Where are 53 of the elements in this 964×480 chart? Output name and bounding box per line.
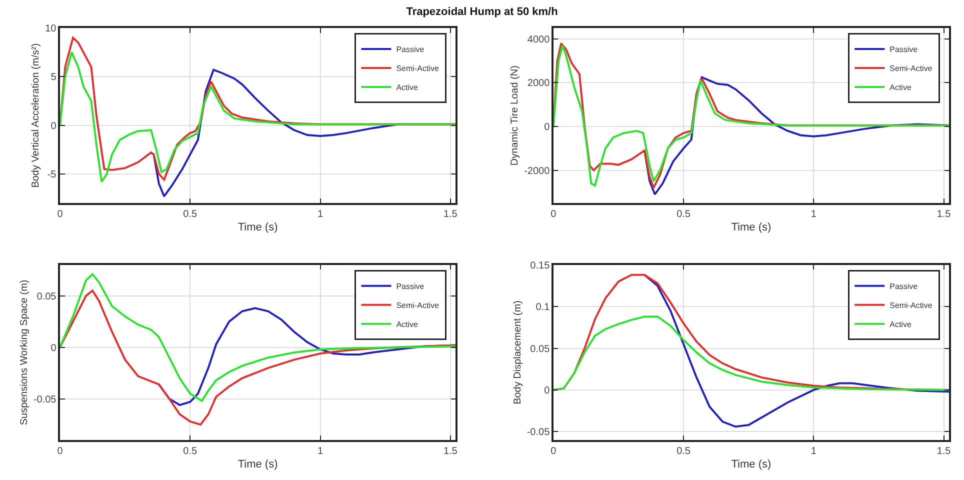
x-tick-label: 1.5: [936, 208, 952, 220]
y-axis-title: Body Vertical Acceleration (m/s²): [30, 43, 42, 188]
y-tick-label: 10: [45, 24, 57, 34]
line-series: [643, 274, 949, 428]
y-axis-title: Dynamic Tire Load (N): [510, 66, 521, 166]
legend-label: Active: [396, 83, 419, 92]
y-tick-label: -2000: [524, 166, 550, 177]
y-axis-title: Body Displacement (m): [512, 300, 524, 404]
x-tick-label: 1: [810, 208, 817, 220]
y-tick-label: -0.05: [33, 394, 57, 406]
legend-label: Passive: [396, 282, 425, 291]
legend-label: Active: [890, 320, 912, 329]
y-tick-label: 2000: [527, 78, 550, 90]
line-series: [553, 316, 949, 391]
x-tick-label: 0.5: [676, 208, 691, 220]
x-axis-title: Time (s): [731, 222, 772, 234]
x-tick-label: 1.5: [443, 208, 458, 220]
y-tick-label: 0.15: [530, 260, 550, 272]
x-tick-label: 1.5: [443, 446, 458, 457]
legend-label: Passive: [890, 45, 918, 54]
text: Trapezoidal Hump at 50 km/h: [406, 6, 558, 18]
line-series: [60, 290, 456, 426]
y-tick-label: 0: [50, 120, 57, 132]
legend-label: Passive: [396, 45, 425, 54]
x-tick-label: 1.5: [936, 446, 952, 457]
legend-label: Semi-Active: [396, 64, 440, 74]
y-tick-label: 0: [544, 122, 550, 133]
x-axis-title: Time (s): [731, 458, 772, 470]
legend-label: Semi-Active: [890, 64, 933, 74]
x-tick-label: 1: [317, 446, 324, 457]
x-tick-label: 1: [317, 208, 324, 220]
y-axis-title: Suspensions Working Space (m): [18, 280, 30, 426]
y-tick-label: 0.05: [36, 291, 57, 302]
legend-label: Semi-Active: [396, 300, 440, 310]
x-tick-label: 0.5: [676, 446, 691, 457]
y-tick-label: 4000: [527, 34, 550, 46]
legend-label: Passive: [890, 282, 918, 291]
y-tick-label: 0.05: [530, 344, 550, 355]
y-tick-label: -5: [47, 169, 57, 180]
x-tick-label: 0.5: [183, 208, 198, 220]
legend-label: Active: [396, 320, 419, 329]
line-series: [60, 273, 456, 402]
x-tick-label: 1: [810, 446, 817, 457]
y-tick-label: 5: [50, 72, 57, 84]
y-tick-label: 0.1: [536, 302, 550, 314]
y-tick-label: 0: [50, 342, 57, 354]
y-tick-label: 0: [544, 385, 550, 396]
legend-label: Semi-Active: [890, 300, 933, 310]
x-tick-label: 0.5: [183, 446, 198, 457]
x-axis-title: Time (s): [238, 222, 278, 234]
legend-label: Active: [890, 83, 912, 92]
x-axis-title: Time (s): [238, 458, 278, 470]
y-tick-label: -0.05: [526, 427, 550, 438]
